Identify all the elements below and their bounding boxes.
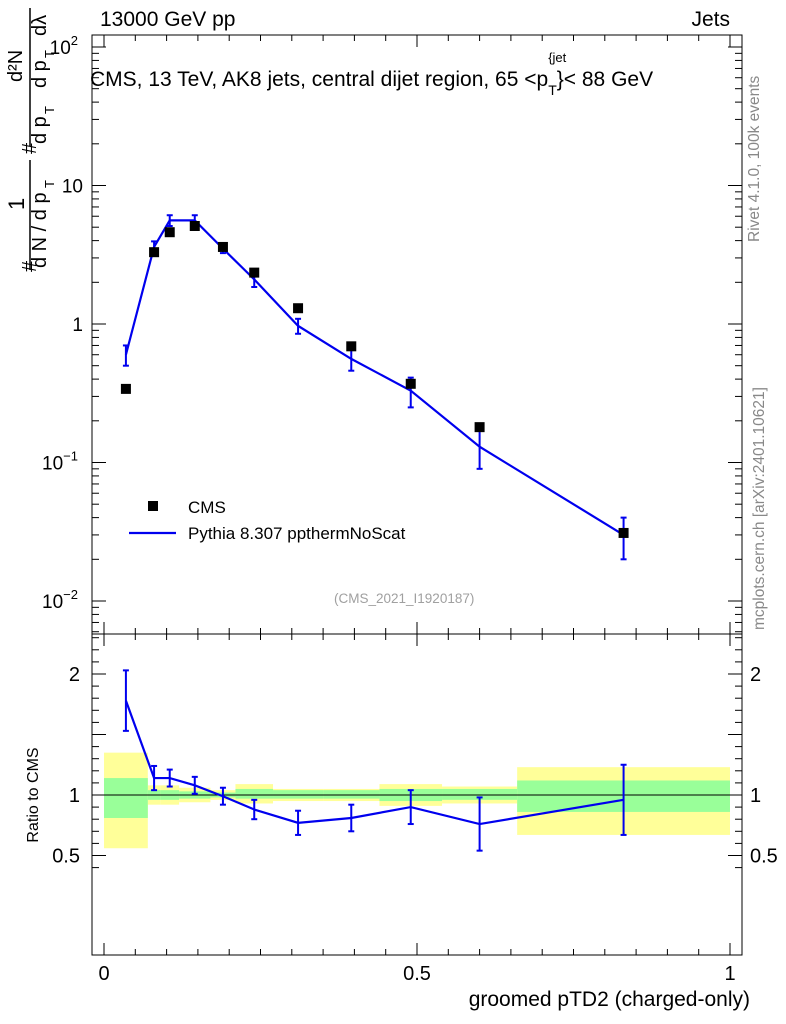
y-tick-label: 10−2 <box>42 587 78 613</box>
cms-point <box>405 378 416 389</box>
ratio-y-tick-label-right: 2 <box>750 664 761 686</box>
green-band-0 <box>104 778 148 818</box>
main-y-label-part: 1 <box>4 198 29 210</box>
cms-point <box>293 303 304 314</box>
x-tick-label: 1 <box>724 963 735 985</box>
rivet-label: Rivet 4.1.0, 100k events <box>746 75 763 242</box>
legend: CMS Pythia 8.307 ppthermNoScat <box>129 498 406 543</box>
ratio-bands <box>104 752 730 849</box>
legend-cms-marker <box>148 501 158 511</box>
title-sub: T <box>548 82 557 98</box>
legend-cms-label: CMS <box>188 498 226 517</box>
ratio-y-tick-label: 2 <box>69 664 80 686</box>
cms-point <box>149 247 160 258</box>
cms-point <box>120 383 131 394</box>
title-sup: {jet <box>548 50 567 65</box>
cms-point <box>474 422 485 433</box>
y-tick-label: 102 <box>50 33 78 59</box>
main-y-label-part: T <box>42 50 57 58</box>
cms-point <box>249 267 260 278</box>
x-tick-label: 0 <box>98 963 109 985</box>
cms-point <box>164 227 175 238</box>
cms-point <box>618 527 629 538</box>
green-band-7 <box>323 790 380 799</box>
axis-ticks <box>92 35 742 955</box>
main-y-label-part: dλ <box>29 15 51 36</box>
tick-labels: 0 0.5 1 10−2 10−1 1 10 102 0.5 0.5 1 1 2 2 <box>42 33 778 985</box>
x-tick-label: 0.5 <box>403 963 431 985</box>
cms-point <box>189 221 200 232</box>
x-axis-label: groomed pTD2 (charged-only) <box>468 988 750 1011</box>
y-tick-label: 1 <box>72 315 83 336</box>
title-main: CMS, 13 TeV, AK8 jets, central dijet reg… <box>90 68 549 91</box>
main-y-label-part: # <box>19 142 41 154</box>
main-y-label-part: d N / d p <box>29 192 51 268</box>
y-tick-label: 10 <box>62 177 83 198</box>
ratio-frame <box>91 633 743 956</box>
main-y-label-part: d p <box>29 116 51 144</box>
cms-point <box>217 241 228 252</box>
pythia-line <box>124 219 625 536</box>
ratio-series <box>122 669 627 852</box>
legend-pythia-label: Pythia 8.307 ppthermNoScat <box>188 524 406 543</box>
ratio-y-tick-label: 0.5 <box>52 846 80 868</box>
green-band-9 <box>442 788 518 800</box>
green-band-6 <box>273 790 324 799</box>
ratio-y-label: Ratio to CMS <box>25 747 42 842</box>
ratio-y-tick-label-right: 0.5 <box>750 846 778 868</box>
cms-point <box>346 341 357 352</box>
analysis-watermark: (CMS_2021_I1920187) <box>334 591 475 606</box>
main-frame <box>91 34 743 635</box>
title-tail: }< 88 GeV <box>556 68 654 91</box>
y-tick-label: 10−1 <box>42 449 78 475</box>
main-panel-frame <box>91 34 743 635</box>
main-y-label-part: d²N <box>5 50 27 82</box>
main-y-label-part: d p <box>29 60 51 88</box>
main-y-label-part: T <box>42 180 57 188</box>
header-right: Jets <box>691 8 730 31</box>
chart-title: CMS, 13 TeV, AK8 jets, central dijet reg… <box>90 50 654 98</box>
mcplots-label: mcplots.cern.ch [arXiv:2401.10621] <box>751 387 768 630</box>
header-left: 13000 GeV pp <box>100 8 236 31</box>
green-band-5 <box>235 788 274 799</box>
ratio-y-tick-label: 1 <box>69 785 80 807</box>
ratio-y-tick-label-right: 1 <box>750 785 761 807</box>
main-series <box>120 214 629 561</box>
main-y-label-part: T <box>42 106 57 114</box>
